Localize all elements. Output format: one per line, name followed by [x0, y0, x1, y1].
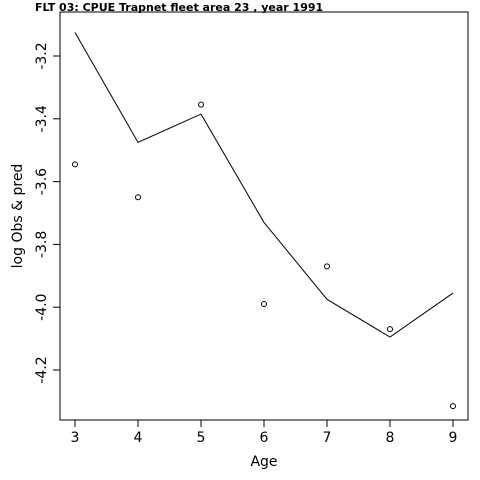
x-axis-label: Age: [250, 454, 277, 470]
chart-marks: [72, 32, 456, 410]
y-tick-label: -3.8: [34, 231, 50, 258]
y-axis: -3.2 -3.4 -3.6 -3.8 -4.0 -4.2: [34, 42, 60, 384]
observed-point: [324, 263, 330, 270]
y-tick-label: -3.6: [34, 168, 50, 195]
y-tick-label: -3.2: [34, 42, 50, 69]
observed-point: [387, 326, 393, 333]
y-tick-label: -4.0: [34, 294, 50, 321]
y-tick-label: -4.2: [34, 356, 50, 383]
chart-title: FLT 03: CPUE Trapnet fleet area 23 , yea…: [35, 1, 323, 14]
observed-point: [261, 301, 267, 308]
x-axis: 3 4 5 6 7 8 9: [71, 420, 458, 446]
x-tick-label: 9: [449, 430, 458, 446]
x-tick-label: 8: [386, 430, 395, 446]
x-tick-label: 4: [134, 430, 143, 446]
y-tick-label: -3.4: [34, 105, 50, 132]
observed-point: [135, 194, 141, 201]
x-tick-label: 7: [323, 430, 332, 446]
y-axis-label: log Obs & pred: [10, 164, 26, 269]
x-tick-label: 6: [260, 430, 269, 446]
x-tick-label: 5: [197, 430, 206, 446]
x-tick-label: 3: [71, 430, 80, 446]
plot-frame: [59, 11, 469, 421]
observed-point: [450, 403, 456, 410]
predicted-line: [74, 32, 454, 338]
observed-point: [72, 161, 78, 168]
observed-point: [198, 101, 204, 108]
